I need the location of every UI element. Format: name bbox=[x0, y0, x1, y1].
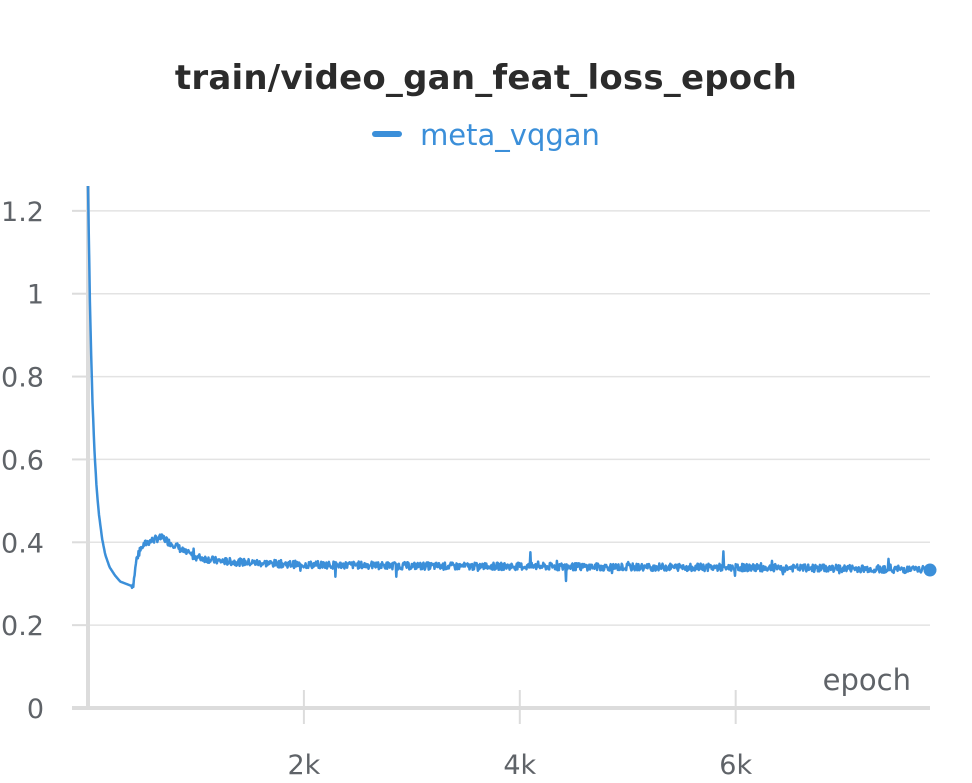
y-tick-label: 0.2 bbox=[1, 611, 44, 642]
legend-swatch bbox=[372, 131, 403, 137]
x-axis-title: epoch bbox=[823, 663, 911, 697]
y-tick-label: 0.8 bbox=[1, 363, 44, 394]
x-tick-label: 4k bbox=[503, 750, 536, 781]
x-tick-label: 2k bbox=[287, 750, 320, 781]
series-line-meta_vqgan bbox=[86, 185, 931, 590]
y-tick-label: 0.4 bbox=[1, 528, 44, 559]
y-tick-label: 1 bbox=[27, 280, 44, 311]
legend[interactable]: meta_vqgan bbox=[0, 118, 972, 152]
axes bbox=[72, 186, 930, 724]
chart-title: train/video_gan_feat_loss_epoch bbox=[174, 58, 798, 98]
y-tick-label: 1.2 bbox=[1, 197, 44, 228]
y-tick-label: 0 bbox=[27, 694, 44, 725]
series-layer bbox=[86, 185, 937, 590]
y-tick-label: 0.6 bbox=[1, 445, 44, 476]
series-end-point bbox=[923, 563, 937, 577]
x-tick-label: 6k bbox=[719, 750, 752, 781]
tick-labels: 0 0.2 0.4 0.6 0.8 1 1.2 2k 4k 6k epoch bbox=[1, 197, 911, 781]
grid bbox=[88, 210, 930, 626]
legend-label: meta_vqgan bbox=[420, 118, 600, 152]
